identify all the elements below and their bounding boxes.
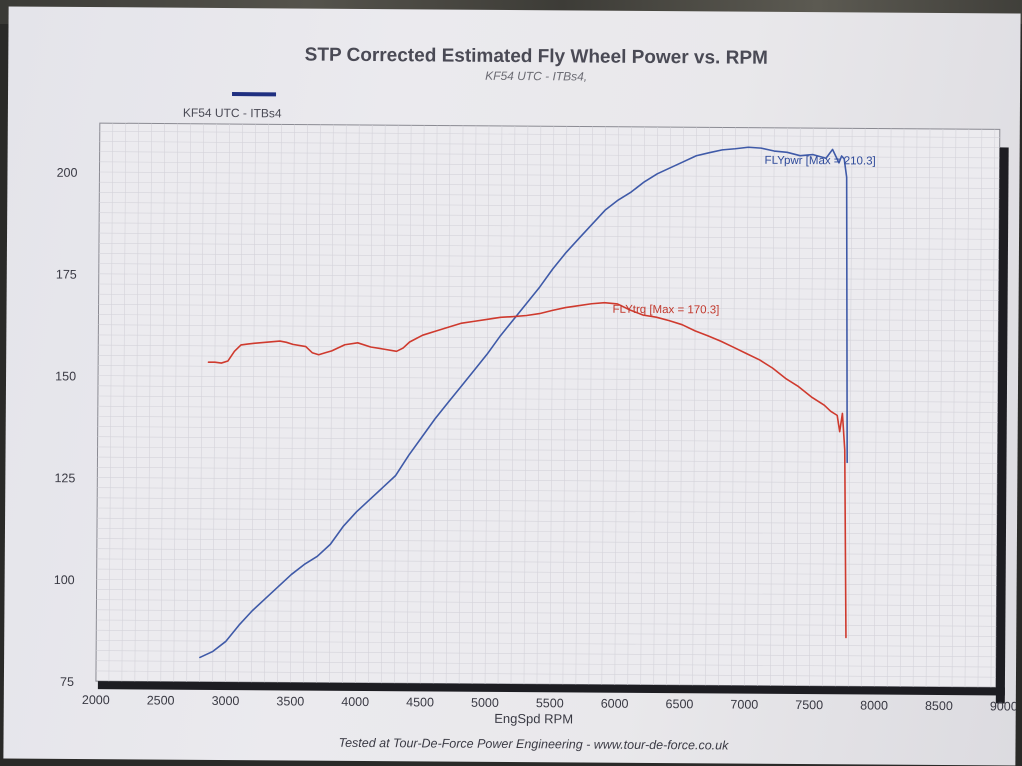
x-tick-label: 8000 (860, 698, 888, 712)
x-tick-label: 5000 (471, 696, 499, 710)
chart-frame-group (96, 123, 1009, 703)
y-tick-label: 100 (54, 573, 75, 587)
y-tick-labels: 75 100 125 150 175 200 (53, 166, 78, 689)
x-tick-label: 7500 (795, 698, 823, 712)
x-tick-label: 5500 (536, 696, 564, 710)
x-tick-label: 2000 (82, 693, 110, 707)
x-tick-label: 8500 (925, 699, 953, 713)
chart-title: STP Corrected Estimated Fly Wheel Power … (305, 45, 768, 69)
chart-subtitle: KF54 UTC - ITBs4, (485, 69, 587, 84)
y-tick-label: 150 (55, 369, 76, 383)
x-tick-label: 4000 (341, 695, 369, 709)
legend-label: KF54 UTC - ITBs4 (183, 106, 282, 121)
x-tick-label: 2500 (147, 693, 175, 707)
annotation-flytrq: FLYtrq [Max = 170.3] (612, 304, 719, 317)
x-tick-label: 3000 (212, 694, 240, 708)
x-tick-label: 6000 (601, 697, 629, 711)
paper-sheet: STP Corrected Estimated Fly Wheel Power … (3, 6, 1020, 765)
x-tick-label: 7000 (730, 698, 758, 712)
x-axis-label: EngSpd RPM (494, 711, 573, 727)
y-tick-label: 125 (54, 471, 75, 485)
y-tick-label: 175 (56, 268, 77, 282)
x-tick-label: 3500 (276, 694, 304, 708)
x-tick-label: 4500 (406, 695, 434, 709)
x-tick-label: 9000 (990, 699, 1018, 713)
x-tick-label: 6500 (666, 697, 694, 711)
y-tick-label: 75 (60, 675, 74, 689)
footer-text: Tested at Tour-De-Force Power Engineerin… (339, 736, 730, 753)
y-tick-label: 200 (57, 166, 78, 180)
annotation-flypwr: FLYpwr [Max = 210.3] (765, 155, 876, 168)
chart-svg: STP Corrected Estimated Fly Wheel Power … (3, 6, 1020, 765)
